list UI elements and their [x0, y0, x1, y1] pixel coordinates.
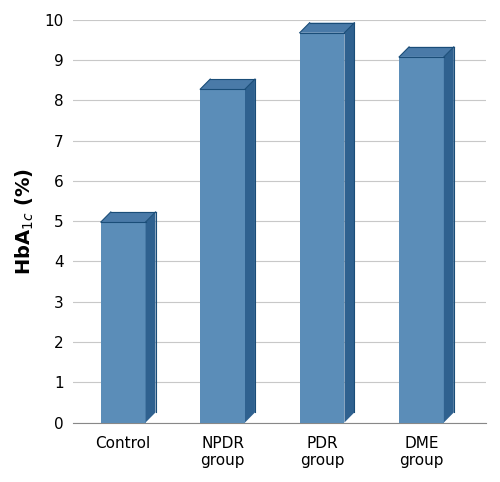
Polygon shape [344, 23, 354, 423]
Polygon shape [444, 47, 454, 423]
Polygon shape [300, 33, 344, 423]
Polygon shape [300, 23, 354, 33]
Polygon shape [101, 222, 146, 423]
Polygon shape [200, 89, 245, 423]
Polygon shape [200, 79, 255, 89]
Polygon shape [399, 47, 454, 57]
Polygon shape [399, 57, 444, 423]
Y-axis label: HbA$_{1c}$ (%): HbA$_{1c}$ (%) [14, 168, 36, 275]
Polygon shape [245, 79, 255, 423]
Polygon shape [146, 212, 156, 423]
Polygon shape [101, 212, 156, 222]
